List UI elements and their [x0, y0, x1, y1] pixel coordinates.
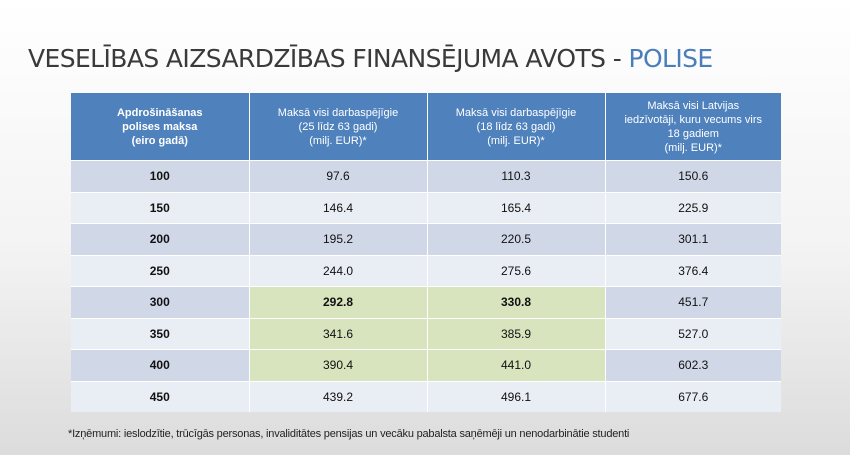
row-label-cell: 150 — [71, 191, 250, 224]
header-line: (25 līdz 63 gadi) — [298, 120, 378, 133]
header-line: (milj. EUR)* — [309, 134, 367, 147]
financing-table: Apdrošināšanas polises maksa (eiro gadā)… — [71, 93, 781, 412]
footnote: *Izņēmumi: ieslodzītie, trūcīgās persona… — [68, 428, 630, 440]
header-line: (18 līdz 63 gadi) — [476, 120, 556, 133]
value-cell: 244.0 — [249, 254, 428, 287]
value-cell: 496.1 — [427, 380, 606, 412]
value-cell: 677.6 — [605, 380, 781, 412]
header-line: (milj. EUR)* — [487, 134, 545, 147]
header-workers-18-63: Maksā visi darbaspējīgie (18 līdz 63 gad… — [427, 93, 606, 161]
header-line: Maksā visi darbaspējīgie — [455, 106, 577, 119]
value-cell: 165.4 — [427, 191, 606, 224]
value-cell: 527.0 — [605, 317, 781, 350]
value-cell: 292.8 — [249, 286, 428, 318]
table-row: 250 244.0 275.6 376.4 — [71, 254, 781, 287]
table-row: 150 146.4 165.4 225.9 — [71, 191, 781, 224]
table-row: 350 341.6 385.9 527.0 — [71, 317, 781, 350]
value-cell: 110.3 — [427, 160, 606, 192]
table-body: 100 97.6 110.3 150.6 150 146.4 165.4 225.9 200 19… — [71, 160, 781, 412]
value-cell: 376.4 — [605, 254, 781, 287]
value-cell: 225.9 — [605, 191, 781, 224]
value-cell: 451.7 — [605, 286, 781, 318]
table-row: 400 390.4 441.0 602.3 — [71, 349, 781, 381]
table-row: 200 195.2 220.5 301.1 — [71, 223, 781, 255]
value-cell: 146.4 — [249, 191, 428, 224]
header-all-residents: Maksā visi Latvijas iedzīvotāji, kuru ve… — [605, 93, 781, 161]
value-cell: 330.8 — [427, 286, 606, 318]
table-header-row: Apdrošināšanas polises maksa (eiro gadā)… — [71, 93, 781, 161]
row-label-cell: 400 — [71, 349, 250, 381]
row-label-cell: 350 — [71, 317, 250, 350]
value-cell: 195.2 — [249, 223, 428, 255]
table-row: 450 439.2 496.1 677.6 — [71, 380, 781, 412]
header-policy-fee: Apdrošināšanas polises maksa (eiro gadā) — [71, 93, 250, 161]
header-line: (milj. EUR)* — [664, 141, 722, 154]
title-main: VESELĪBAS AIZSARDZĪBAS FINANSĒJUMA AVOTS… — [28, 44, 629, 73]
row-label-cell: 300 — [71, 286, 250, 318]
value-cell: 385.9 — [427, 317, 606, 350]
header-line: 18 gadiem — [667, 127, 719, 140]
row-label-cell: 450 — [71, 380, 250, 412]
row-label-cell: 100 — [71, 160, 250, 192]
header-workers-25-63: Maksā visi darbaspējīgie (25 līdz 63 gad… — [249, 93, 428, 161]
value-cell: 441.0 — [427, 349, 606, 381]
row-label-cell: 200 — [71, 223, 250, 255]
header-line: iedzīvotāji, kuru vecums virs — [624, 113, 763, 126]
value-cell: 97.6 — [249, 160, 428, 192]
header-line: polises maksa — [122, 120, 198, 133]
table-row: 300 292.8 330.8 451.7 — [71, 286, 781, 318]
value-cell: 602.3 — [605, 349, 781, 381]
value-cell: 390.4 — [249, 349, 428, 381]
page-title: VESELĪBAS AIZSARDZĪBAS FINANSĒJUMA AVOTS… — [28, 44, 713, 73]
header-line: Maksā visi Latvijas — [647, 99, 740, 112]
value-cell: 150.6 — [605, 160, 781, 192]
header-line: Apdrošināšanas — [116, 106, 203, 119]
value-cell: 220.5 — [427, 223, 606, 255]
row-label-cell: 250 — [71, 254, 250, 287]
title-accent: POLISE — [628, 44, 713, 73]
value-cell: 439.2 — [249, 380, 428, 412]
header-line: (eiro gadā) — [131, 134, 188, 147]
value-cell: 275.6 — [427, 254, 606, 287]
value-cell: 301.1 — [605, 223, 781, 255]
header-line: Maksā visi darbaspējīgie — [277, 106, 399, 119]
value-cell: 341.6 — [249, 317, 428, 350]
table-row: 100 97.6 110.3 150.6 — [71, 160, 781, 192]
